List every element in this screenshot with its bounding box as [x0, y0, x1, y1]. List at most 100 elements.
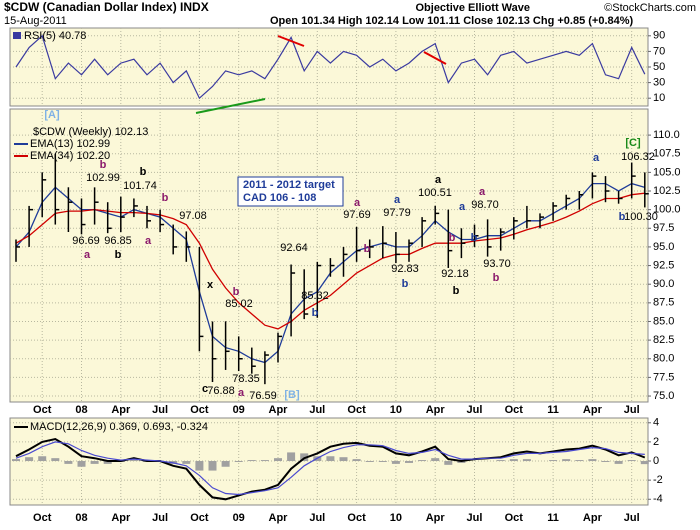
histogram-bar: [444, 461, 453, 465]
wave-label: a: [394, 194, 401, 206]
histogram-bar: [77, 461, 86, 467]
wave-label: 106.32: [621, 151, 655, 163]
histogram-bar: [339, 457, 348, 462]
x-tick-label: Jul: [467, 512, 483, 524]
y-tick-label: 102.5: [653, 185, 681, 197]
wave-label: b: [312, 307, 319, 319]
wave-label: 98.70: [471, 199, 499, 211]
wave-label: a: [479, 186, 486, 198]
histogram-bar: [247, 460, 256, 462]
wave-label: b: [402, 278, 409, 290]
wave-label: 102.99: [86, 172, 120, 184]
price-panel: [9, 108, 649, 403]
x-tick-label: 10: [390, 512, 402, 524]
y-tick-label: 100.0: [653, 204, 681, 216]
rsi-trend-line: [423, 51, 447, 65]
y-tick-label: 110.0: [653, 129, 680, 141]
histogram-bar: [575, 460, 584, 462]
x-tick-label: 11: [547, 404, 559, 416]
histogram-bar: [51, 458, 60, 462]
y-tick-label: 85.0: [653, 315, 674, 327]
wave-label: 96.69: [72, 235, 100, 247]
rsi-trend-line: [195, 98, 266, 114]
wave-label: a: [238, 387, 245, 399]
wave-label: a: [354, 197, 361, 209]
y-tick-label: 0: [653, 455, 659, 467]
x-tick-label: Jul: [152, 404, 168, 416]
plot-layer: 10 30 50 70 90 75.0 77.5 80.0 82.5 85.0 87.5 90.0 92…: [10, 28, 681, 524]
histogram-bar: [12, 459, 20, 462]
x-tick-label: 08: [75, 404, 87, 416]
histogram-bar: [221, 461, 230, 467]
wave-label: b: [493, 272, 500, 284]
histogram-bar: [352, 459, 361, 462]
legend-entry: EMA(34) 102.20: [30, 150, 110, 162]
histogram-bar: [129, 460, 138, 462]
x-tick-label: Oct: [33, 404, 52, 416]
quote: Open 101.34 High 102.14 Low 101.11 Close…: [270, 15, 634, 27]
x-tick-label: Oct: [505, 512, 524, 524]
y-tick-label: 30: [653, 77, 665, 89]
histogram-bar: [378, 461, 387, 462]
wave-label: 97.69: [343, 209, 371, 221]
wave-label: b: [471, 232, 478, 244]
x-tick-label: Oct: [347, 512, 366, 524]
x-tick-label: 08: [75, 512, 87, 524]
histogram-bar: [326, 456, 335, 462]
wave-label: 76.59: [249, 390, 277, 402]
histogram-bar: [260, 460, 269, 462]
wave-label: b: [453, 285, 460, 297]
x-tick-label: 09: [233, 512, 245, 524]
x-tick-label: Oct: [347, 404, 366, 416]
x-tick-label: Apr: [269, 404, 289, 416]
legend-swatch: [13, 32, 21, 39]
rsi-line: [15, 34, 646, 100]
y-tick-label: 90: [653, 30, 665, 42]
histogram-bar: [391, 461, 400, 464]
target-text: CAD 106 - 108: [243, 192, 316, 204]
histogram-bar: [588, 459, 597, 462]
x-tick-label: Oct: [33, 512, 52, 524]
macd-title: MACD(12,26,9) 0.369, 0.693, -0.324: [30, 421, 208, 433]
target-text: 2011 - 2012 target: [243, 179, 335, 191]
wave-label: 76.88: [207, 385, 235, 397]
legend-entry: EMA(13) 102.99: [30, 138, 110, 150]
histogram-bar: [274, 458, 282, 462]
wave-label: 97.08: [179, 210, 207, 222]
x-tick-label: Jul: [152, 512, 168, 524]
wave-label: 92.83: [391, 263, 419, 275]
x-tick-label: Jul: [309, 512, 325, 524]
histogram-bar: [234, 461, 243, 462]
wave-label: 93.70: [483, 258, 511, 270]
histogram-bar: [601, 461, 610, 462]
x-tick-label: Apr: [111, 512, 131, 524]
y-tick-label: 75.0: [653, 390, 674, 402]
x-tick-label: 09: [233, 404, 245, 416]
y-tick-label: 95.0: [653, 241, 674, 253]
x-tick-label: Jul: [309, 404, 325, 416]
y-tick-label: 80.0: [653, 353, 674, 365]
histogram-bar: [182, 461, 191, 464]
rsi-trend-line: [277, 35, 305, 47]
wave-label: a: [84, 249, 91, 261]
price-title: $CDW (Weekly) 102.13: [33, 126, 148, 138]
y-tick-label: 4: [653, 417, 659, 429]
y-tick-label: -2: [653, 474, 663, 486]
histogram-bar: [38, 456, 47, 462]
wave-label: [C]: [625, 137, 641, 149]
macd-line: [15, 441, 645, 496]
histogram-bar: [522, 459, 531, 462]
wave-label: b: [449, 232, 456, 244]
wave-label: 101.74: [123, 180, 157, 192]
histogram-bar: [509, 459, 518, 462]
wave-label: b: [233, 286, 240, 298]
histogram-bar: [405, 461, 413, 463]
y-tick-label: 70: [653, 45, 665, 57]
x-tick-label: Jul: [467, 404, 483, 416]
wave-label: b: [619, 211, 626, 223]
wave-label: 100.51: [418, 187, 452, 199]
histogram-bar: [287, 452, 296, 462]
y-tick-label: 92.5: [653, 259, 674, 271]
x-tick-label: Apr: [583, 512, 603, 524]
